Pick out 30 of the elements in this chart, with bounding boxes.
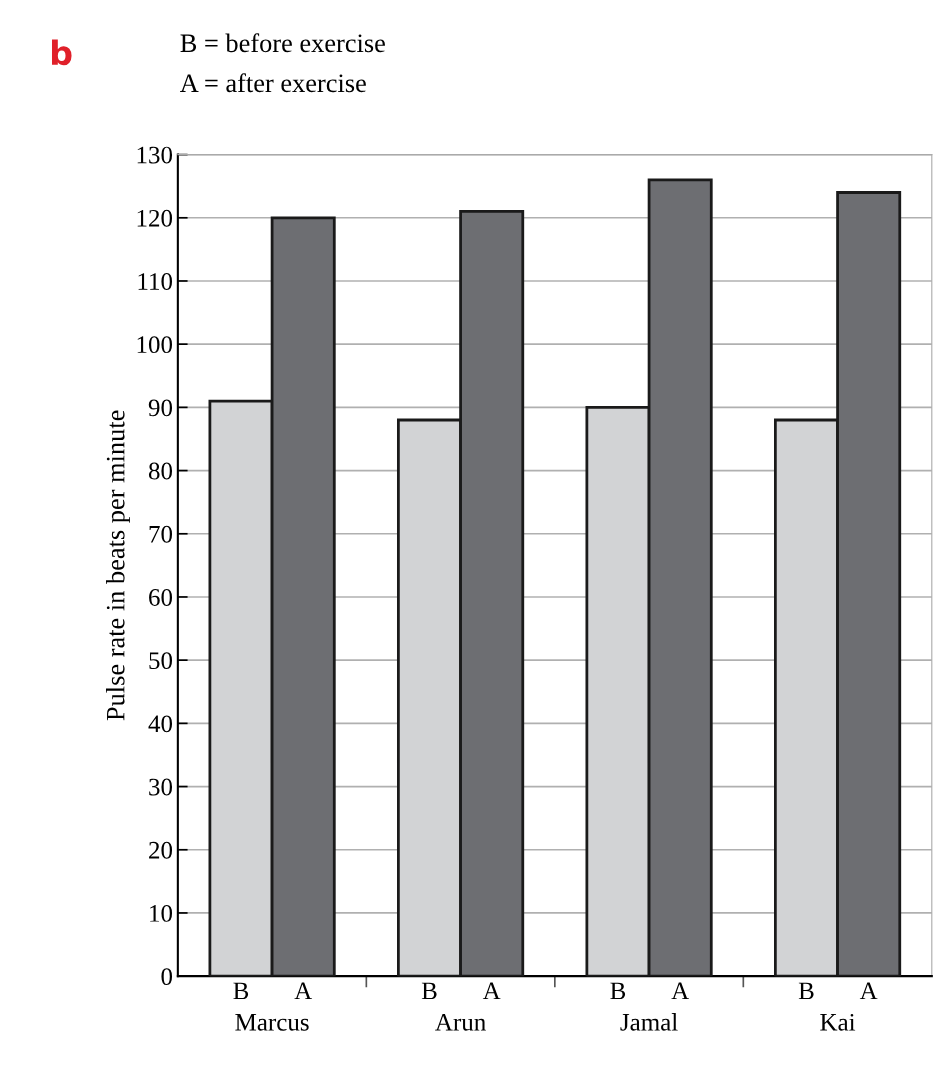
text: A (482, 982, 501, 1000)
y-tick-label: 70 (149, 525, 173, 543)
x-tick-label: Jamal (620, 1013, 678, 1031)
y-tick-label: 30 (149, 778, 173, 796)
series-label: B (233, 982, 249, 1000)
text: A (671, 982, 690, 1000)
text: B (610, 982, 626, 1000)
y-tick-label: 90 (148, 399, 173, 417)
y-tick-label: 60 (149, 589, 173, 606)
y-axis-title: Pulse rate in beats per minute (106, 410, 130, 721)
x-tick-label: Marcus (235, 1014, 309, 1031)
chart-title: b (51, 39, 72, 66)
text: A (859, 982, 878, 1000)
x-tick-label: Kai (820, 1013, 856, 1031)
y-tick-label: 110 (138, 273, 173, 290)
y-tick-label: 10 (150, 904, 173, 922)
y-tick-label: 0 (161, 968, 173, 986)
y-tick-label: 120 (137, 209, 173, 227)
text: B (421, 982, 437, 1000)
text: B (798, 982, 814, 1000)
text: B = before exercise (180, 33, 385, 53)
y-tick-label: 40 (148, 715, 173, 733)
y-tick-label: 80 (148, 462, 173, 480)
y-tick-label: 50 (149, 652, 173, 670)
series-label: A (294, 982, 313, 1000)
y-tick-label: 20 (149, 841, 173, 859)
text: A = after exercise (180, 73, 366, 93)
x-tick-label: Arun (435, 1013, 486, 1031)
y-tick-label: 100 (137, 336, 173, 354)
y-tick-label: 130 (137, 146, 173, 164)
